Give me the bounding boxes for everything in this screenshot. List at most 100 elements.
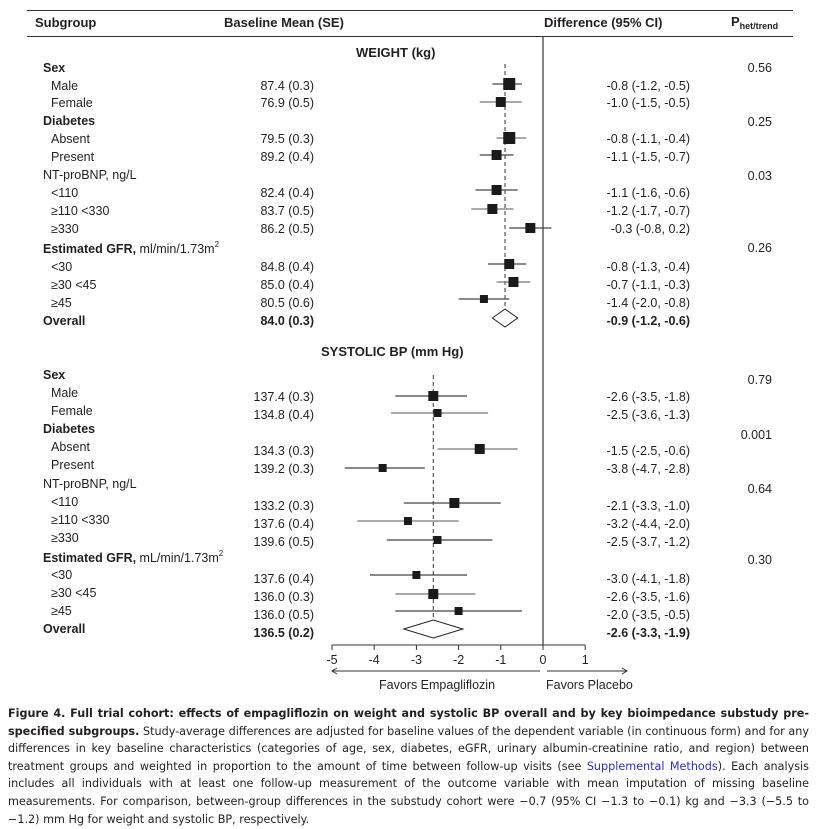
difference-ci: -0.7 (-1.1, -0.3) <box>606 278 690 292</box>
x-tick-label: -1 <box>495 653 507 667</box>
subgroup-label: Female <box>51 96 93 110</box>
subgroup-header: Estimated GFR, mL/min/1.73m2 <box>43 549 223 565</box>
subgroup-header: Diabetes <box>43 114 95 128</box>
subgroup-header-unit-superscript: 2 <box>218 549 224 558</box>
favors-empagliflozin-arrow-head <box>331 667 338 675</box>
baseline-mean: 139.2 (0.3) <box>253 462 314 476</box>
panel-title-weight: WEIGHT (kg) <box>356 45 436 60</box>
point-estimate-marker <box>474 444 485 454</box>
difference-ci: -3.8 (-4.7, -2.8) <box>606 462 690 476</box>
difference-ci: -1.5 (-2.5, -0.6) <box>606 444 690 458</box>
subgroup-header-label: Estimated GFR, <box>43 242 137 256</box>
difference-ci: -0.8 (-1.3, -0.4) <box>606 260 690 274</box>
point-estimate-marker <box>454 607 463 615</box>
baseline-mean: 134.3 (0.3) <box>253 444 314 458</box>
difference-ci: -2.6 (-3.5, -1.8) <box>606 390 690 404</box>
point-estimate-marker <box>412 571 421 579</box>
p-value: 0.001 <box>740 428 772 442</box>
subgroup-header-label: Sex <box>43 61 66 75</box>
p-value: 0.26 <box>747 241 772 255</box>
difference-ci: -1.1 (-1.5, -0.7) <box>606 150 690 164</box>
x-tick-label: 0 <box>539 653 547 667</box>
subgroup-label: ≥30 <45 <box>51 278 97 292</box>
difference-ci: -2.5 (-3.6, -1.3) <box>606 408 690 422</box>
subgroup-header-unit: mL/min/1.73m <box>136 551 219 565</box>
subgroup-label: ≥45 <box>51 296 72 310</box>
baseline-mean: 84.0 (0.3) <box>260 314 314 328</box>
p-value: 0.03 <box>747 169 772 183</box>
point-estimate-marker <box>508 277 519 287</box>
subgroup-label: ≥45 <box>51 604 72 618</box>
baseline-mean: 82.4 (0.4) <box>260 186 314 200</box>
subgroup-header: Sex <box>43 61 65 75</box>
point-estimate-marker <box>491 185 502 195</box>
caption-text-2: ). Each analysis includes all individual… <box>8 759 809 826</box>
supplemental-methods-link[interactable]: Supplemental Methods <box>586 759 718 773</box>
point-estimate-marker <box>378 464 387 472</box>
point-estimate-marker <box>503 132 516 144</box>
overall-diamond <box>491 308 519 328</box>
baseline-mean: 137.6 (0.4) <box>253 517 314 531</box>
figure-caption: Figure 4. Full trial cohort: effects of … <box>8 705 809 828</box>
point-estimate-marker <box>433 536 442 544</box>
p-value: 0.30 <box>747 553 772 567</box>
header-difference: Difference (95% CI) <box>544 15 663 30</box>
difference-ci: -2.0 (-3.5, -0.5) <box>606 608 690 622</box>
favors-empagliflozin-label: Favors Empagliflozin <box>379 678 496 692</box>
baseline-mean: 137.6 (0.4) <box>253 572 314 586</box>
header-p-sub: het/trend <box>739 21 779 31</box>
baseline-mean: 89.2 (0.4) <box>260 150 314 164</box>
difference-ci: -2.5 (-3.7, -1.2) <box>606 535 690 549</box>
difference-ci: -0.8 (-1.2, -0.5) <box>606 79 690 93</box>
panel-title-systolic-bp: SYSTOLIC BP (mm Hg) <box>321 344 464 359</box>
subgroup-header-label: NT-proBNP, ng/L <box>43 168 137 182</box>
p-value: 0.64 <box>747 482 772 496</box>
subgroup-header-label: NT-proBNP, ng/L <box>43 477 137 491</box>
baseline-mean: 136.5 (0.2) <box>253 626 314 640</box>
subgroup-header-label: Diabetes <box>43 114 96 128</box>
point-estimate-marker <box>503 78 516 90</box>
favors-placebo-label: Favors Placebo <box>546 678 633 692</box>
overall-label: Overall <box>43 622 86 636</box>
point-estimate-marker <box>491 150 502 160</box>
difference-ci: -2.6 (-3.3, -1.9) <box>606 626 690 640</box>
baseline-mean: 87.4 (0.3) <box>260 79 314 93</box>
point-estimate-marker <box>403 517 412 525</box>
subgroup-header: Sex <box>43 368 65 382</box>
caption-text-1: Study-average differences are adjusted f… <box>8 724 809 773</box>
subgroup-label: Present <box>51 150 95 164</box>
x-tick-label: -5 <box>326 653 338 667</box>
subgroup-header-label: Diabetes <box>43 422 96 436</box>
point-estimate-marker <box>487 204 498 214</box>
x-tick-label: -3 <box>410 653 422 667</box>
p-value: 0.56 <box>747 61 772 75</box>
baseline-mean: 137.4 (0.3) <box>253 390 314 404</box>
x-tick-label: 1 <box>581 653 589 667</box>
subgroup-header-label: Sex <box>43 368 66 382</box>
baseline-mean: 79.5 (0.3) <box>260 132 314 146</box>
subgroup-label: ≥110 <330 <box>51 204 110 218</box>
point-estimate-marker <box>495 97 506 107</box>
baseline-mean: 134.8 (0.4) <box>253 408 314 422</box>
subgroup-label: ≥330 <box>51 531 79 545</box>
point-estimate-marker <box>449 498 460 508</box>
overall-label: Overall <box>43 314 86 328</box>
baseline-mean: 136.0 (0.5) <box>253 608 314 622</box>
subgroup-header: NT-proBNP, ng/L <box>43 168 137 182</box>
header-rule <box>27 36 793 37</box>
difference-ci: -2.1 (-3.3, -1.0) <box>606 499 690 513</box>
caption-title: Figure 4. Full trial cohort: effects of … <box>8 707 809 738</box>
difference-ci: -3.0 (-4.1, -1.8) <box>606 572 690 586</box>
subgroup-header: Diabetes <box>43 422 95 436</box>
p-value: 0.79 <box>747 373 772 387</box>
baseline-mean: 76.9 (0.5) <box>260 96 314 110</box>
subgroup-label: Male <box>51 386 79 400</box>
subgroup-header-unit-superscript: 2 <box>214 240 220 249</box>
baseline-mean: 84.8 (0.4) <box>260 260 314 274</box>
subgroup-label: Present <box>51 458 95 472</box>
baseline-mean: 80.5 (0.6) <box>260 296 314 310</box>
point-estimate-marker <box>504 259 515 269</box>
subgroup-header-unit: ml/min/1.73m <box>136 242 215 256</box>
subgroup-label: ≥110 <330 <box>51 513 110 527</box>
subgroup-label: <110 <box>51 495 79 509</box>
